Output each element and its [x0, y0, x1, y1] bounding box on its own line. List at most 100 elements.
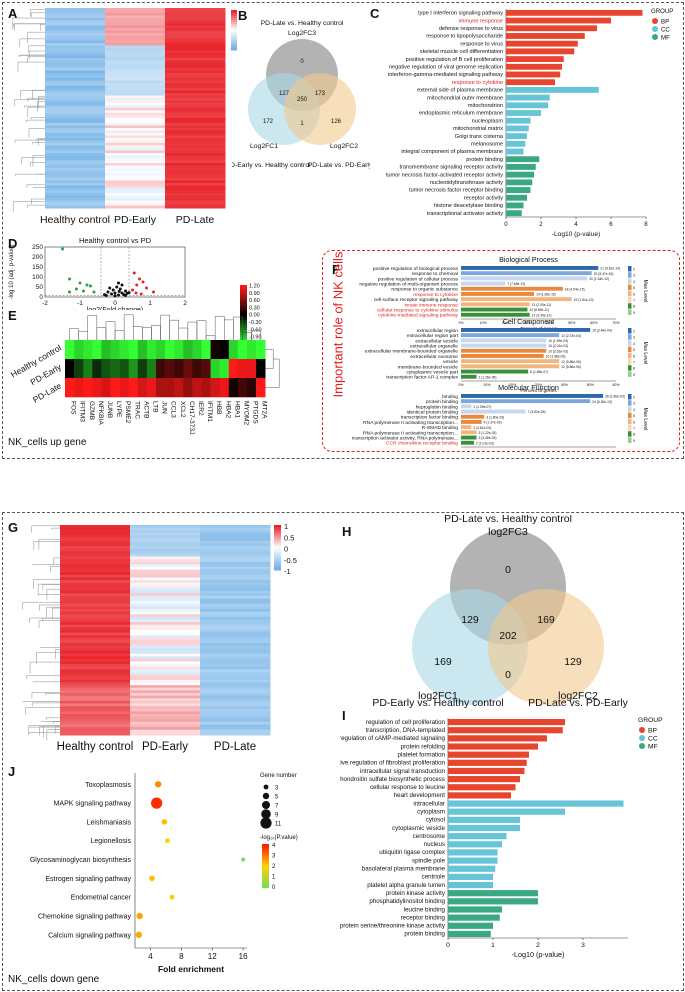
heatmap-cell	[45, 20, 106, 24]
heatmap-cell	[60, 551, 131, 555]
bar-category-label: cellular response to leucine	[370, 784, 446, 791]
colorbar-swatch	[274, 558, 281, 562]
bar-value-label: 10 (1.98e-03)	[546, 355, 566, 359]
heatmap-cell	[130, 729, 201, 733]
dendrogram-branch	[29, 732, 60, 734]
heatmap-cell	[200, 553, 271, 557]
heatmap-cell	[146, 359, 157, 379]
max-level-tick: 9	[633, 311, 635, 315]
heatmap-cell	[200, 624, 271, 628]
heatmap-cell	[60, 609, 131, 613]
heatmap-cell	[165, 195, 226, 199]
bar	[506, 56, 564, 63]
legend-marker	[639, 743, 645, 749]
size-legend-label: 5	[275, 795, 279, 801]
bar-category-label: endoplasmic reticulum membrane	[419, 111, 503, 117]
bar-category-label: histone deacetylase binding	[434, 203, 503, 209]
heatmap-cell	[105, 110, 166, 114]
heatmap-cell	[165, 75, 226, 79]
bar-category-label: cellular response to cytokine stimulus	[377, 308, 459, 314]
heatmap-cell	[105, 153, 166, 156]
bar	[506, 140, 526, 147]
heatmap-cell	[45, 163, 106, 166]
heatmap-cell	[165, 133, 226, 136]
heatmap-cell	[165, 198, 226, 201]
bar	[461, 271, 592, 276]
heatmap-cell	[45, 103, 106, 106]
heatmap-cell	[165, 30, 226, 34]
footer-up-genes: NK_cells up gene	[8, 437, 87, 448]
dendrogram-branch	[29, 661, 60, 674]
heatmap-cell	[130, 540, 201, 544]
heatmap-cell	[130, 690, 201, 694]
bar-category-label: heptoglobin binding	[416, 404, 459, 410]
heatmap-cell	[60, 669, 131, 673]
colorbar-swatch	[240, 302, 247, 306]
heatmap-cell	[200, 727, 271, 731]
bubble-category-label: Endometrial cancer	[71, 895, 132, 902]
colorbar-swatch	[231, 22, 237, 25]
bar	[506, 187, 531, 193]
heatmap-cell	[60, 540, 131, 544]
heatmap-cell	[130, 614, 201, 618]
heatmap-cell	[60, 679, 131, 683]
max-level-tick: 6	[633, 292, 635, 296]
heatmap-cell	[105, 145, 166, 149]
heatmap-cell	[45, 75, 106, 79]
heatmap-cell	[210, 340, 220, 360]
point-ns	[108, 286, 112, 290]
bar	[448, 792, 511, 799]
point-down	[68, 290, 71, 294]
heatmap-column-label: Healthy control	[40, 214, 110, 226]
heatmap-cell	[228, 378, 239, 398]
colorbar-swatch	[231, 10, 237, 13]
heatmap-cell	[45, 135, 106, 139]
colorbar-swatch	[240, 292, 247, 296]
heatmap-cell	[45, 165, 106, 169]
heatmap-cell	[45, 183, 106, 186]
heatmap-cell	[130, 546, 201, 550]
bar-category-label: mitochondrial outer membrane	[427, 95, 503, 101]
heatmap-cell	[45, 83, 106, 86]
heatmap-cell	[137, 378, 148, 398]
heatmap-cell	[45, 68, 106, 71]
heatmap-cell	[200, 535, 271, 539]
max-level-tick: 7	[633, 427, 635, 431]
bar-value-label: 13 (2.00e-11)	[532, 303, 552, 307]
max-level-tick: 9	[633, 439, 635, 443]
dendrogram-branch	[12, 201, 45, 212]
x-tick-label: 2	[183, 300, 187, 307]
colorbar-tick: -0.30	[249, 320, 262, 326]
size-legend-title: Gene number	[260, 773, 297, 779]
panel-label-d: D	[8, 236, 18, 251]
heatmap-cell	[105, 95, 166, 99]
bubble-point	[135, 931, 143, 939]
venn-set-title: PD-Late vs. Healthy control	[261, 20, 344, 27]
colorbar-swatch	[240, 317, 247, 321]
colorbar-swatch	[274, 547, 281, 551]
x-tick-label: 16	[239, 952, 248, 961]
heatmap-cell	[60, 593, 131, 597]
heatmap-cell	[165, 98, 226, 101]
bar-category-label: transmembrane signaling receptor activit…	[399, 165, 503, 171]
heatmap-cell	[60, 703, 131, 707]
bar	[506, 194, 527, 201]
panel-label-b: B	[238, 8, 248, 23]
heatmap-cell	[200, 616, 271, 620]
heatmap-cell	[60, 635, 131, 639]
heatmap-cell	[165, 170, 226, 174]
heatmap-cell	[60, 588, 131, 592]
bar	[448, 718, 565, 726]
dendrogram-branch	[38, 139, 45, 146]
heatmap-cell	[60, 700, 131, 704]
point-ns	[110, 292, 113, 296]
x-tick-label: 3	[581, 942, 585, 949]
bar	[448, 906, 502, 913]
heatmap-cell	[200, 632, 271, 636]
dendrogram-branch	[38, 620, 60, 629]
color-legend-swatch	[262, 874, 269, 878]
heatmap-cell	[165, 58, 226, 61]
heatmap-cell	[237, 378, 248, 398]
heatmap-cell	[45, 128, 106, 131]
